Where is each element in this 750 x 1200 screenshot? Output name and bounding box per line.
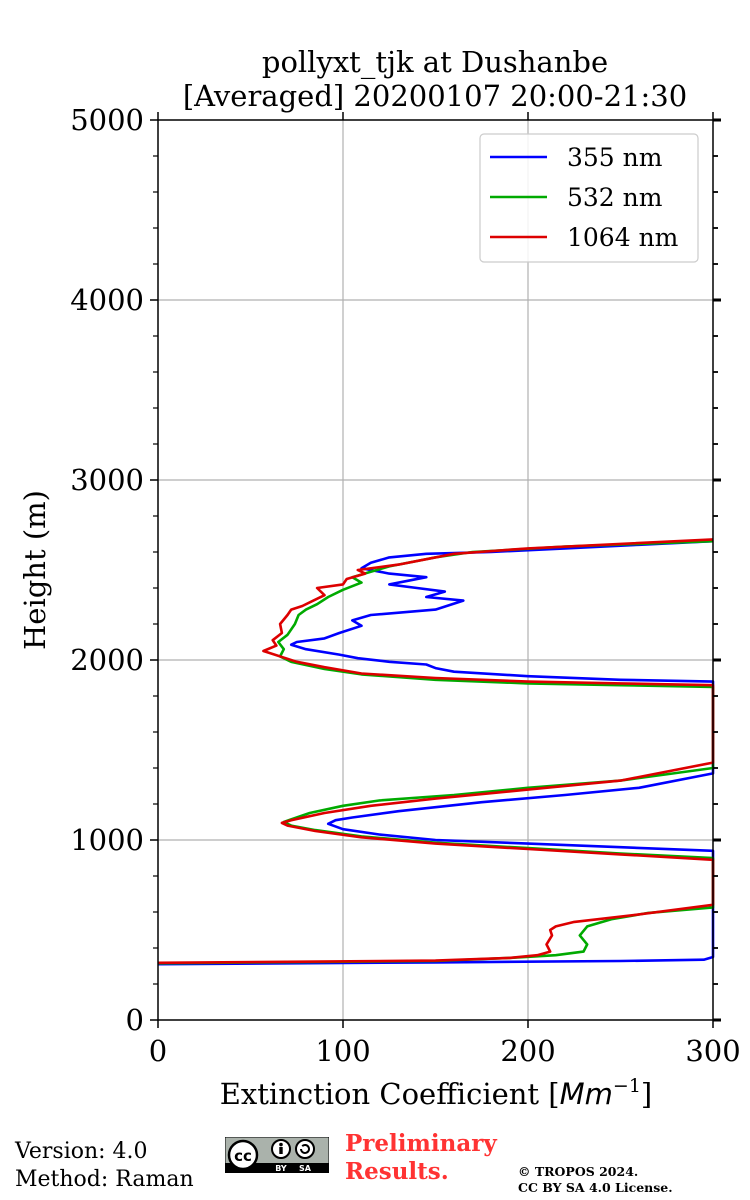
license-text: CC BY SA 4.0 License. <box>518 1180 673 1195</box>
series-line-355-nm <box>157 539 715 966</box>
extinction-chart: pollyxt_tjk at Dushanbe [Averaged] 20200… <box>18 45 741 1111</box>
plot-frame <box>157 119 714 1021</box>
preliminary-label: Preliminary <box>345 1130 497 1157</box>
copyright-text: © TROPOS 2024. <box>518 1164 639 1179</box>
results-label: Results. <box>345 1158 449 1185</box>
legend-label: 355 nm <box>567 143 663 172</box>
x-tick-label: 200 <box>500 1034 555 1068</box>
y-tick-label: 3000 <box>70 463 144 497</box>
x-tick-label: 100 <box>315 1034 370 1068</box>
y-tick-label: 1000 <box>70 823 144 857</box>
y-tick-label: 5000 <box>70 103 144 137</box>
y-tick-label: 2000 <box>70 643 144 677</box>
sa-icon <box>300 1143 310 1154</box>
y-tick-label: 0 <box>126 1003 144 1037</box>
cc-license-badge: cc BY SA <box>225 1137 329 1173</box>
x-tick-label: 0 <box>149 1034 167 1068</box>
x-axis-label: Extinction Coefficient [Mm−1] <box>220 1075 653 1111</box>
series-line-532-nm <box>157 539 715 965</box>
legend-label: 532 nm <box>567 183 663 212</box>
plot-series <box>157 538 715 966</box>
by-label: BY <box>275 1164 287 1173</box>
x-tick-label: 300 <box>685 1034 740 1068</box>
series-line-1064-nm <box>157 538 715 965</box>
version-text: Version: 4.0 <box>15 1139 148 1164</box>
chart-title-line-2: [Averaged] 20200107 20:00-21:30 <box>183 79 687 113</box>
legend-label: 1064 nm <box>567 223 679 252</box>
by-person-icon <box>279 1142 283 1147</box>
cc-icon: cc <box>234 1147 252 1165</box>
legend-frame <box>479 133 699 263</box>
y-tick-label: 4000 <box>70 283 144 317</box>
chart-title-line-1: pollyxt_tjk at Dushanbe <box>262 45 608 80</box>
sa-label: SA <box>299 1164 312 1173</box>
legend: 355 nm 532 nm 1064 nm <box>479 133 699 263</box>
y-axis-label: Height (m) <box>18 490 52 650</box>
method-text: Method: Raman <box>15 1167 194 1192</box>
